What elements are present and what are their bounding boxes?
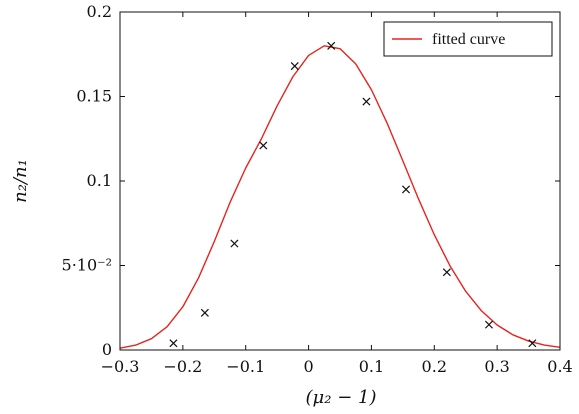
data-point-marker [169,339,178,348]
y-axis-label: n₂/n₁ [10,159,31,203]
y-tick-label: 0.2 [87,2,112,21]
y-tick-label: 0.1 [87,171,112,190]
data-point-marker [230,239,239,248]
data-point-marker [362,97,371,106]
x-tick-label: −0.1 [226,357,265,376]
data-point-marker [200,308,209,317]
x-tick-label: −0.3 [101,357,140,376]
x-tick-label: 0 [303,357,313,376]
data-point-marker [290,62,299,71]
legend: fitted curve [383,21,553,57]
x-tick-label: 0.3 [484,357,509,376]
x-tick-label: 0.4 [547,357,572,376]
data-point-marker [442,268,451,277]
data-point-marker [259,141,268,150]
x-tick-label: 0.1 [359,357,384,376]
y-tick-label: 5·10⁻² [62,256,112,275]
y-tick-label: 0 [102,340,112,359]
axes: −0.3 −0.2 −0.1 0 0.1 0.2 0.3 0.4 0 5·10⁻² 0.1 0.15 0… [62,2,573,376]
plot-area [119,41,561,349]
y-tick-label: 0.15 [76,87,112,106]
data-point-marker [327,41,336,50]
x-axis-label: (μ₂ − 1) [306,387,377,408]
data-point-marker [528,339,537,348]
plot-frame [119,11,561,351]
data-point-marker [484,320,493,329]
data-point-marker [401,185,411,194]
legend-label: fitted curve [432,31,505,48]
x-tick-label: 0.2 [422,357,447,376]
x-tick-label: −0.2 [163,357,202,376]
fitted-curve-line [119,45,561,349]
